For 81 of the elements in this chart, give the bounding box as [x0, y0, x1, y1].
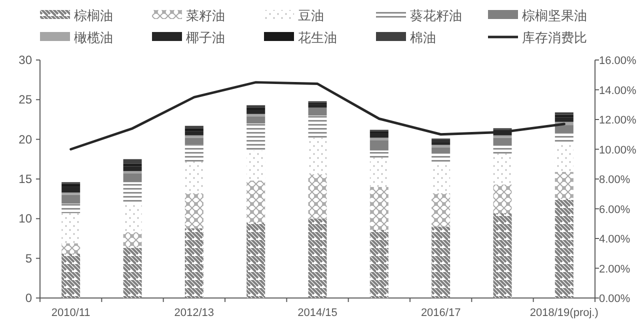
bar: [62, 192, 80, 195]
y2-tick-label: 10.00%: [599, 144, 637, 156]
bar: [493, 146, 512, 154]
bar: [246, 116, 266, 124]
bar: [62, 186, 80, 192]
bar: [370, 140, 388, 150]
y2-tick-label: 16.00%: [599, 55, 637, 67]
legend-label: 库存消费比: [522, 30, 587, 45]
y-tick-label: 0: [25, 291, 32, 305]
y-tick-label: 15: [18, 172, 32, 186]
bar: [123, 232, 142, 248]
legend-label: 菜籽油: [186, 8, 225, 23]
bar: [123, 173, 142, 182]
bar: [432, 147, 450, 154]
legend-label: 棕榈坚果油: [522, 8, 587, 23]
bar: [184, 128, 204, 132]
bar: [308, 218, 327, 298]
x-tick-label: 2012/13: [174, 307, 214, 319]
bar: [123, 166, 142, 172]
y2-tick-label: 12.00%: [599, 114, 637, 126]
bar: [246, 180, 266, 223]
bar: [184, 138, 204, 145]
bar: [123, 247, 142, 298]
bar: [246, 110, 266, 114]
bar: [554, 198, 574, 298]
y2-tick-label: 6.00%: [599, 204, 630, 216]
bar: [184, 193, 204, 228]
y-tick-label: 5: [25, 251, 32, 266]
x-tick-label: 2016/17: [420, 307, 461, 319]
bar: [370, 230, 388, 298]
bar: [554, 143, 574, 172]
bar: [308, 108, 327, 116]
bar: [246, 222, 266, 298]
bar: [554, 172, 574, 199]
bar: [184, 144, 204, 162]
bar: [123, 159, 142, 164]
y2-tick-label: 0.00%: [599, 293, 630, 305]
bar: [432, 142, 450, 145]
bar: [432, 144, 450, 148]
bar: [370, 138, 388, 140]
y2-tick-label: 2.00%: [599, 263, 630, 276]
bar: [308, 174, 327, 219]
y-tick-label: 30: [18, 53, 32, 67]
y2-tick-label: 4.00%: [599, 234, 630, 246]
bar: [184, 228, 204, 298]
bar: [370, 132, 388, 138]
bar: [308, 116, 327, 138]
bar: [62, 254, 80, 298]
x-tick-label: 2018/19(proj.): [530, 307, 598, 319]
bar: [246, 114, 266, 116]
bar: [493, 184, 512, 214]
bar: [184, 131, 204, 136]
bar: [370, 150, 388, 158]
legend-label: 棕榈油: [74, 8, 113, 23]
legend-label: 豆油: [298, 8, 324, 23]
y-tick-label: 20: [18, 132, 32, 146]
bar: [62, 243, 80, 254]
x-tick-label: 2010/11: [51, 307, 90, 319]
bar: [432, 226, 450, 298]
bar: [308, 104, 327, 108]
x-tick-label: 2014/15: [298, 307, 338, 319]
bar: [62, 204, 80, 214]
legend-label: 葵花籽油: [410, 8, 462, 23]
bar: [493, 138, 512, 146]
legend-label: 椰子油: [186, 30, 225, 45]
bar: [246, 105, 266, 108]
legend-label: 棉油: [410, 30, 436, 45]
bar: [123, 182, 142, 203]
bar: [246, 123, 266, 150]
bar: [62, 194, 80, 204]
y-tick-label: 25: [18, 92, 32, 107]
bar: [493, 213, 512, 298]
y-tick-label: 10: [18, 212, 32, 226]
bar: [554, 125, 574, 133]
y2-tick-label: 14.00%: [599, 84, 637, 97]
legend-label: 花生油: [298, 30, 337, 45]
bar: [554, 132, 574, 144]
legend-label: 橄榄油: [74, 30, 113, 45]
bar: [432, 193, 450, 227]
bar: [370, 186, 388, 230]
y2-tick-label: 8.00%: [599, 174, 630, 186]
